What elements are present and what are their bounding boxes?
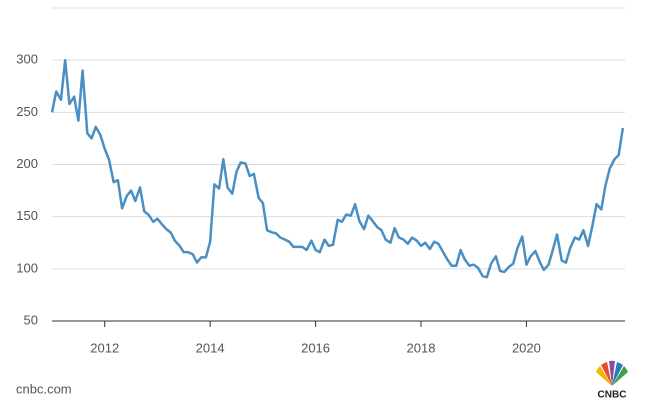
y-tick-label: 300: [16, 52, 38, 67]
logo: CNBC: [596, 360, 628, 401]
y-tick-label: 200: [16, 156, 38, 171]
x-tick-label: 2016: [301, 340, 330, 355]
x-tick-label: 2012: [90, 340, 119, 355]
y-tick-label: 150: [16, 208, 38, 223]
x-tick-label: 2014: [196, 340, 225, 355]
x-tick-label: 2018: [407, 340, 436, 355]
logo-feather: [612, 366, 628, 386]
x-tick-label: 2020: [512, 340, 541, 355]
y-tick-label: 50: [24, 312, 38, 327]
logo-feather: [601, 362, 612, 386]
logo-text: CNBC: [598, 390, 627, 401]
y-tick-label: 100: [16, 260, 38, 275]
line: [50, 58, 625, 279]
logo-feather: [612, 362, 623, 386]
source: cnbc.com: [16, 381, 72, 396]
y-tick-label: 250: [16, 104, 38, 119]
logo-feather: [609, 360, 615, 386]
logo-feather: [596, 366, 612, 386]
